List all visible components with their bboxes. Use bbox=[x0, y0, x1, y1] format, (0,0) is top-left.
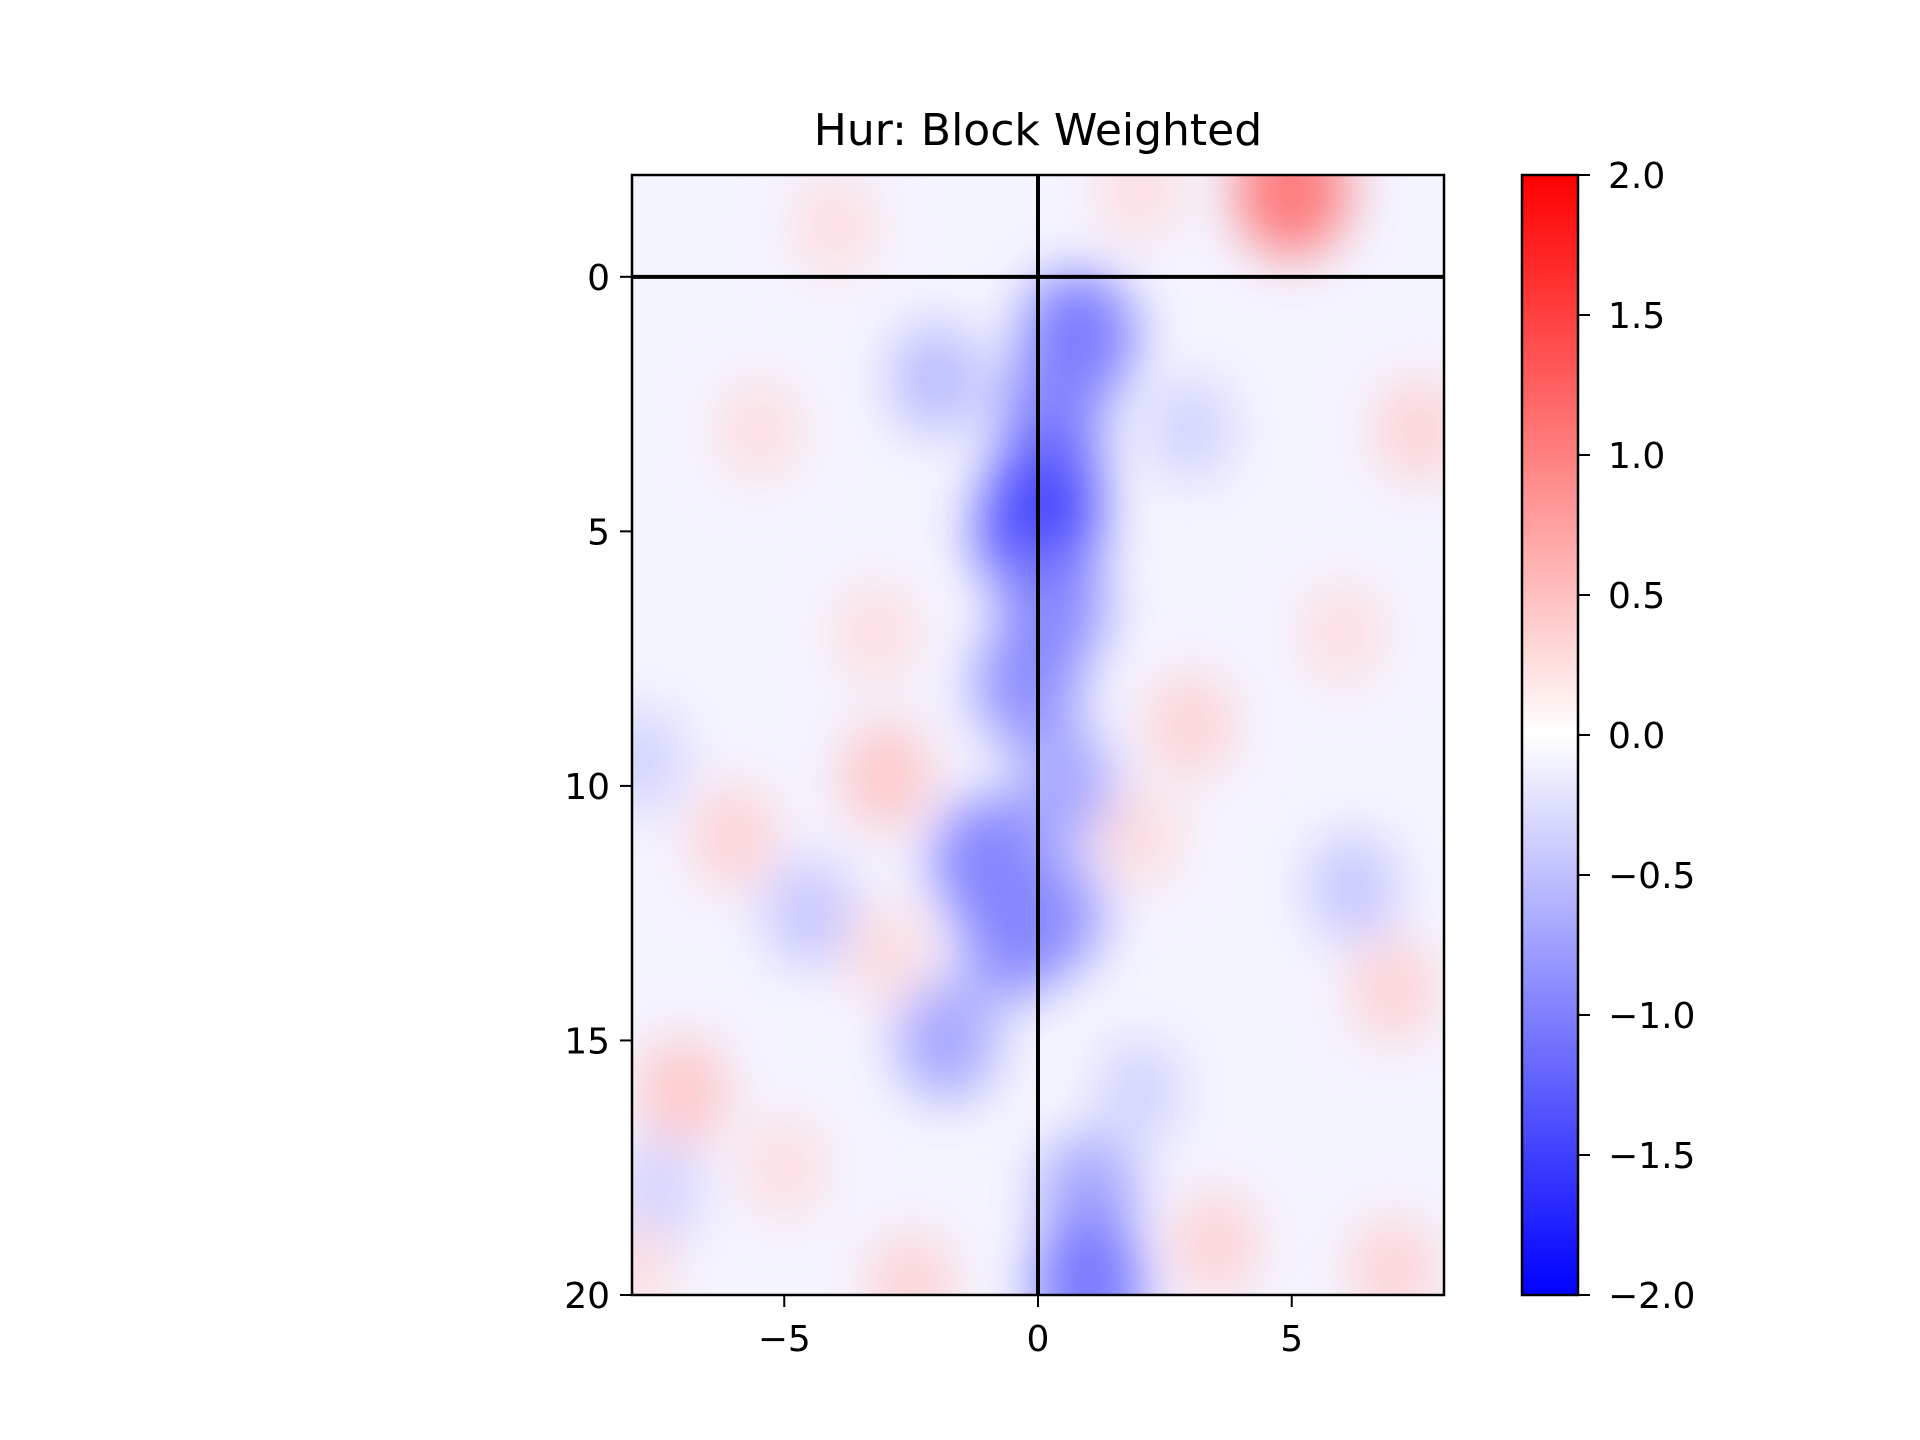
y-axis: 0 5 10 15 20 bbox=[564, 258, 632, 1317]
heatmap-cell bbox=[718, 378, 800, 481]
colorbar-tick-label: −1.5 bbox=[1608, 1136, 1695, 1177]
colorbar-gradient bbox=[1522, 175, 1578, 1295]
heatmap-cell bbox=[1350, 936, 1436, 1043]
colorbar: 2.0 1.5 1.0 0.5 0.0 −0.5 −1.0 −1.5 −2.0 bbox=[1520, 156, 1695, 1317]
heatmap-cell bbox=[896, 980, 997, 1101]
x-tick-label: 5 bbox=[1280, 1319, 1303, 1360]
y-tick-label: 15 bbox=[564, 1021, 610, 1062]
x-axis: −5 0 5 bbox=[758, 1295, 1303, 1360]
plot-area bbox=[632, 175, 1444, 1295]
heatmap-cell bbox=[690, 784, 777, 890]
heatmap-cell bbox=[638, 1036, 728, 1146]
heatmap-cell bbox=[890, 322, 983, 435]
x-tick-label: 0 bbox=[1027, 1319, 1050, 1360]
heatmap-cell bbox=[632, 707, 685, 814]
y-tick-label: 0 bbox=[587, 258, 610, 299]
heatmap-cell bbox=[1031, 1217, 1146, 1295]
heatmap-cell bbox=[974, 620, 1082, 748]
heatmap-cell bbox=[1096, 1038, 1183, 1145]
colorbar-tick-label: 1.5 bbox=[1608, 296, 1665, 337]
heatmap-cell bbox=[844, 902, 927, 1005]
heatmap-cell bbox=[1098, 785, 1181, 888]
colorbar-tick-label: 1.0 bbox=[1608, 436, 1665, 477]
colorbar-tick-label: −1.0 bbox=[1608, 996, 1695, 1037]
reference-lines bbox=[632, 175, 1444, 1295]
heatmap-cell bbox=[632, 1218, 673, 1295]
heatmap-cell bbox=[743, 1116, 826, 1219]
heatmap-cell bbox=[765, 858, 855, 968]
heatmap-cell bbox=[1308, 833, 1398, 943]
heatmap-cell bbox=[959, 875, 1066, 1003]
heatmap-cell bbox=[1039, 1133, 1139, 1254]
y-tick-label: 5 bbox=[587, 512, 610, 553]
heatmap-cell bbox=[1350, 1216, 1436, 1295]
heatmap-cell bbox=[834, 582, 917, 685]
heatmap-cell bbox=[1147, 376, 1233, 483]
colorbar-tick-label: 0.5 bbox=[1608, 576, 1665, 617]
colorbar-tick-label: 0.0 bbox=[1608, 716, 1665, 757]
heatmap-cell bbox=[1147, 672, 1233, 778]
heatmap-cell bbox=[1173, 1191, 1259, 1295]
colorbar-tick-label: −0.5 bbox=[1608, 856, 1695, 897]
chart-title: Hur: Block Weighted bbox=[814, 105, 1262, 156]
heatmap-cell bbox=[1234, 175, 1349, 258]
y-tick-label: 10 bbox=[564, 767, 610, 808]
heatmap-cell bbox=[632, 1140, 700, 1246]
y-tick-label: 20 bbox=[564, 1276, 610, 1317]
heatmap-cell bbox=[1098, 175, 1181, 242]
colorbar-tick-label: −2.0 bbox=[1608, 1276, 1695, 1317]
heatmap-cell bbox=[841, 721, 931, 831]
colorbar-tick-label: 2.0 bbox=[1608, 156, 1665, 197]
heatmap-cell bbox=[868, 1232, 954, 1295]
heatmap-cell bbox=[1301, 582, 1384, 685]
colorbar-ticks: 2.0 1.5 1.0 0.5 0.0 −0.5 −1.0 −1.5 −2.0 bbox=[1578, 156, 1695, 1317]
heatmap-cell bbox=[1376, 376, 1444, 483]
x-tick-label: −5 bbox=[758, 1319, 811, 1360]
heatmap-cell bbox=[794, 175, 876, 277]
